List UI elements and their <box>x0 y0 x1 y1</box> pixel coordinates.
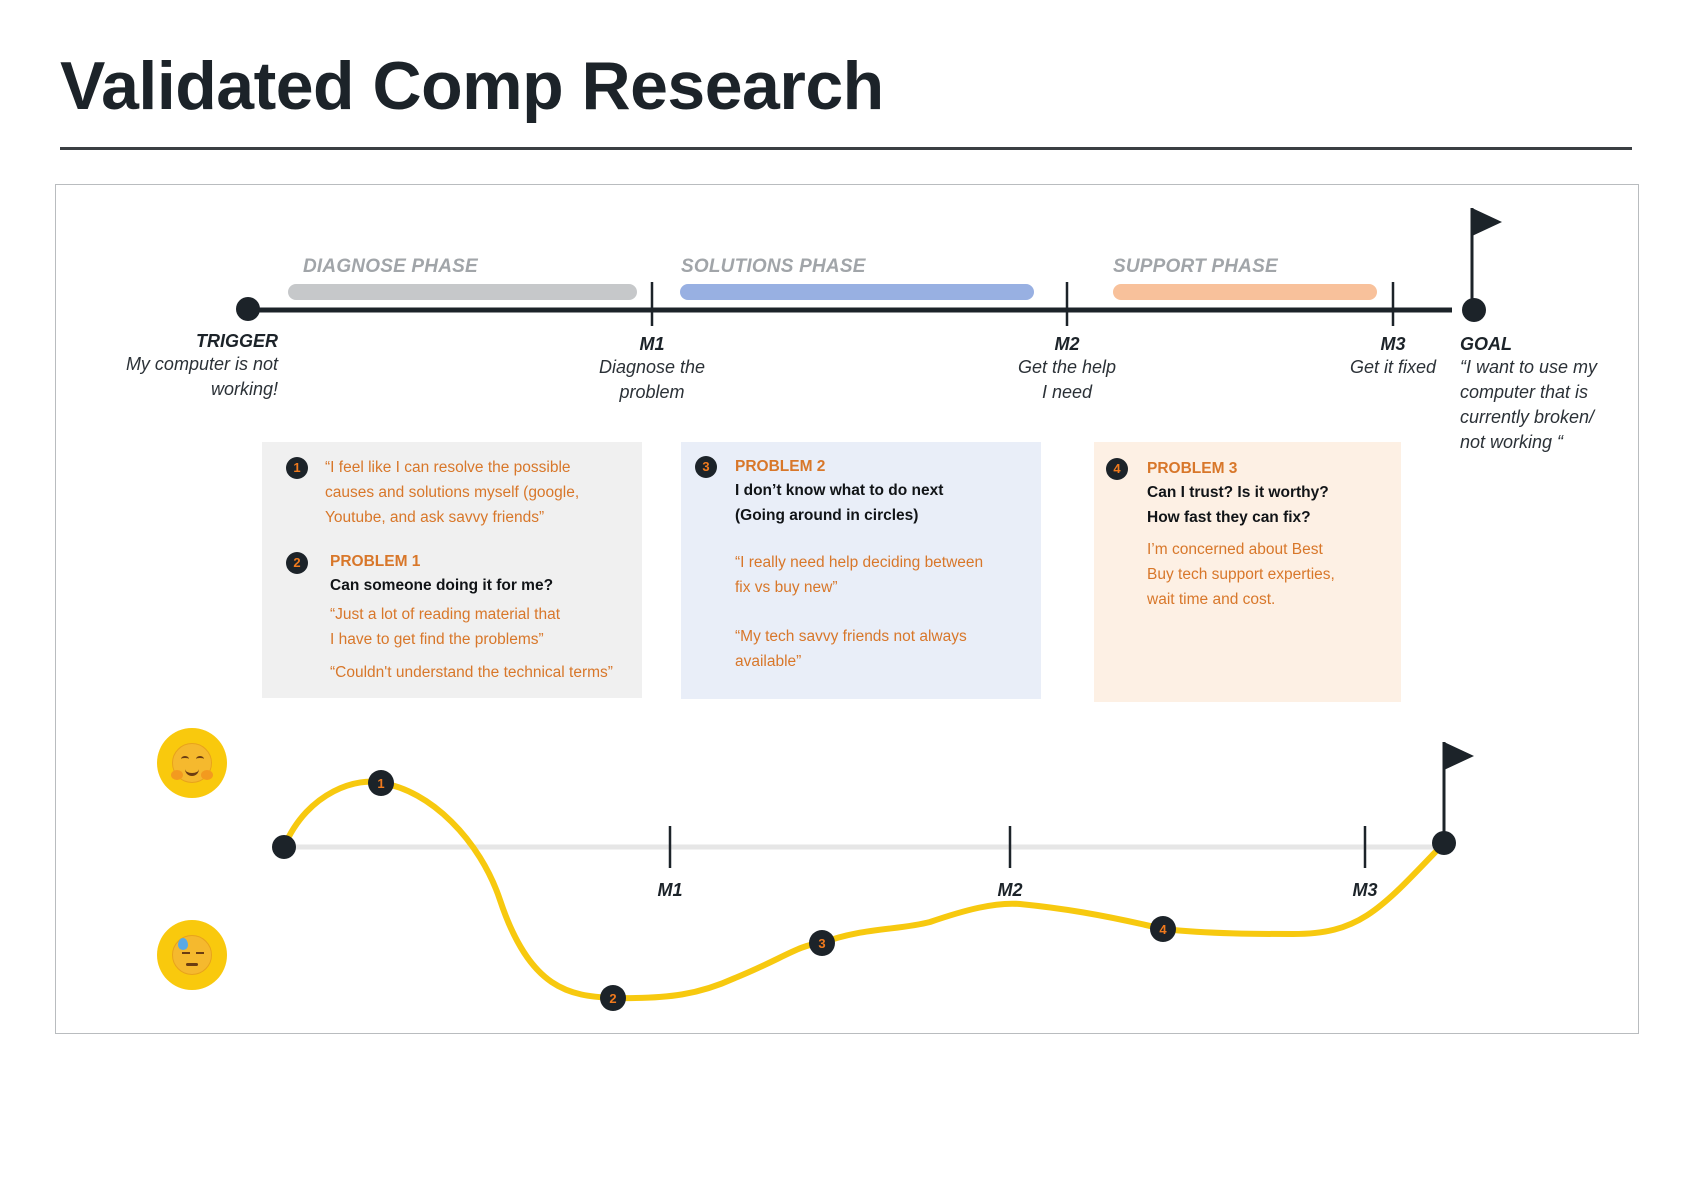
curve-label-m2: M2 <box>997 880 1023 900</box>
card-diagnose-phase: 1 “I feel like I can resolve the possibl… <box>262 442 642 698</box>
badge-2: 2 <box>286 552 308 574</box>
curve-marker-3-label: 3 <box>818 936 825 951</box>
problem-2-question-line2: (Going around in circles) <box>735 507 919 524</box>
goal-heading: GOAL <box>1460 334 1512 354</box>
curve-marker-2-label: 2 <box>609 991 616 1006</box>
problem-1: PROBLEM 1 Can someone doing it for me? “… <box>330 551 640 685</box>
problem-3: PROBLEM 3 Can I trust? Is it worthy? How… <box>1147 458 1392 612</box>
milestone-m1-heading: M1 <box>639 334 665 354</box>
problem-2-heading: PROBLEM 2 <box>735 458 826 475</box>
goal-desc-line1: “I want to use my <box>1460 357 1598 377</box>
page-title: Validated Comp Research <box>60 48 884 124</box>
milestone-m3-heading: M3 <box>1380 334 1406 354</box>
curve-marker-4 <box>1150 916 1176 942</box>
curve-flag-icon <box>1444 742 1474 770</box>
problem-2: PROBLEM 2 I don’t know what to do next (… <box>735 456 1035 674</box>
goal-flag-icon <box>1472 208 1502 236</box>
card-support-phase: 4 PROBLEM 3 Can I trust? Is it worthy? H… <box>1094 442 1401 702</box>
sad-sweat-icon <box>157 920 227 990</box>
milestone-m2-heading: M2 <box>1054 334 1080 354</box>
happy-hug-icon <box>157 728 227 798</box>
curve-marker-4-label: 4 <box>1159 922 1167 937</box>
milestone-m1-desc-line2: problem <box>619 382 685 402</box>
phase-bar-diagnose <box>288 284 637 300</box>
problem-2-quote-1-line2: fix vs buy new” <box>735 579 838 596</box>
problem-2-quote-2-line2: available” <box>735 653 802 670</box>
problem-3-question-line1: Can I trust? Is it worthy? <box>1147 484 1329 501</box>
problem-3-quote-line1: I’m concerned about Best <box>1147 541 1323 558</box>
milestone-m3-desc-line1: Get it fixed <box>1349 357 1437 377</box>
problem-1-heading: PROBLEM 1 <box>330 553 421 570</box>
card-solutions-phase: 3 PROBLEM 2 I don’t know what to do next… <box>681 442 1041 699</box>
curve-marker-1 <box>368 770 394 796</box>
problem-2-quote-1-line1: “I really need help deciding between <box>735 554 984 571</box>
goal-dot <box>1462 298 1486 322</box>
curve-marker-3 <box>809 930 835 956</box>
problem-1-question: Can someone doing it for me? <box>330 577 554 594</box>
goal-desc-line4: not working “ <box>1460 432 1564 452</box>
problem-2-quote-2-line1: “My tech savvy friends not always <box>735 628 967 645</box>
badge-1: 1 <box>286 457 308 479</box>
trigger-block: TRIGGER My computer is not working! <box>90 331 278 402</box>
title-divider <box>60 147 1632 150</box>
problem-3-question-line2: How fast they can fix? <box>1147 509 1311 526</box>
badge-3: 3 <box>695 456 717 478</box>
milestone-m1-desc-line1: Diagnose the <box>598 357 706 377</box>
problem-3-quote-line3: wait time and cost. <box>1147 591 1276 608</box>
problem-1-quote-line1: “Just a lot of reading material that <box>330 606 561 623</box>
problem-3-quote-line2: Buy tech support experties, <box>1147 566 1335 583</box>
milestone-m3: M3 Get it fixed <box>1323 334 1463 380</box>
quote-1: “I feel like I can resolve the possible … <box>325 455 635 530</box>
phase-label-solutions: SOLUTIONS PHASE <box>681 256 866 277</box>
goal-desc-line3: currently broken/ <box>1460 407 1595 427</box>
milestone-m2-desc-line2: I need <box>1041 382 1093 402</box>
milestone-m1: M1 Diagnose the problem <box>572 334 732 405</box>
journey-map-frame <box>55 184 1639 1034</box>
curve-start-dot <box>272 835 296 859</box>
badge-4: 4 <box>1106 458 1128 480</box>
goal-desc-line2: computer that is <box>1460 382 1589 402</box>
trigger-dot <box>236 297 260 321</box>
curve-marker-2 <box>600 985 626 1011</box>
curve-marker-1-label: 1 <box>377 776 384 791</box>
trigger-desc-line2: working! <box>210 379 278 399</box>
curve-label-m3: M3 <box>1352 880 1378 900</box>
quote-1-line3: Youtube, and ask savvy friends” <box>325 509 545 526</box>
trigger-desc-line1: My computer is not <box>125 354 278 374</box>
problem-1-quote-line2: I have to get find the problems” <box>330 631 544 648</box>
emotion-curve <box>281 778 1447 1002</box>
curve-end-dot <box>1432 831 1456 855</box>
phase-bar-support <box>1113 284 1377 300</box>
phase-bar-solutions <box>680 284 1034 300</box>
goal-block: GOAL “I want to use my computer that is … <box>1460 334 1640 455</box>
quote-1-line2: causes and solutions myself (google, <box>325 484 580 501</box>
phase-label-diagnose: DIAGNOSE PHASE <box>303 256 478 277</box>
quote-1-line1: “I feel like I can resolve the possible <box>325 459 571 476</box>
phase-label-support: SUPPORT PHASE <box>1113 256 1278 277</box>
problem-2-question-line1: I don’t know what to do next <box>735 482 944 499</box>
trigger-heading: TRIGGER <box>195 331 278 351</box>
milestone-m2: M2 Get the help I need <box>987 334 1147 405</box>
problem-3-heading: PROBLEM 3 <box>1147 460 1238 477</box>
curve-label-m1: M1 <box>657 880 683 900</box>
problem-1-quote-2: “Couldn't understand the technical terms… <box>330 664 613 681</box>
milestone-m2-desc-line1: Get the help <box>1017 357 1117 377</box>
